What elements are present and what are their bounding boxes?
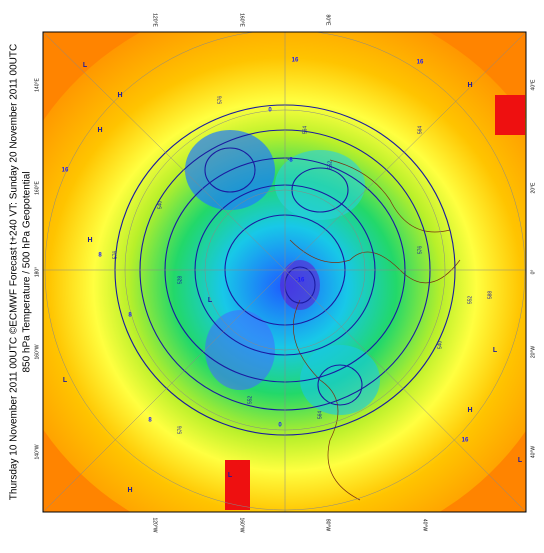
- frame-label: 160°W: [239, 517, 245, 532]
- temperature-label: 0: [278, 423, 282, 429]
- contour-label: 528: [177, 276, 183, 285]
- map-frame: [42, 31, 527, 513]
- pressure-center: L: [208, 297, 213, 304]
- frame-label: 40°W: [530, 446, 536, 459]
- pressure-center: H: [117, 92, 122, 99]
- temperature-label: -8: [287, 158, 293, 164]
- pressure-center: L: [83, 62, 88, 69]
- contour-label: 564: [302, 126, 308, 135]
- pressure-center: H: [127, 487, 132, 494]
- frame-label: 180°: [34, 267, 40, 277]
- temperature-label: 8: [128, 313, 132, 319]
- frame-label: 20°W: [530, 346, 536, 359]
- pressure-center: L: [493, 347, 498, 354]
- title-line-1: Thursday 10 November 2011 00UTC ©ECMWF F…: [9, 44, 20, 500]
- pressure-center: H: [467, 407, 472, 414]
- pressure-center: H: [97, 127, 102, 134]
- temperature-label: 16: [462, 438, 469, 444]
- frame-label: 40°W: [422, 519, 428, 532]
- pressure-center: L: [228, 472, 233, 479]
- temperature-label: 16: [417, 60, 424, 66]
- contour-label: 588: [487, 291, 493, 300]
- frame-label: 80°E: [325, 15, 331, 27]
- pressure-center: H: [87, 237, 92, 244]
- temperature-label: 0: [268, 108, 272, 114]
- pressure-center: L: [518, 457, 523, 464]
- contour-label: 552: [327, 161, 333, 170]
- frame-label: 160°W: [34, 344, 40, 359]
- pressure-center: L: [63, 377, 68, 384]
- contour-label: 540: [437, 341, 443, 350]
- temperature-label: 8: [148, 418, 152, 424]
- contour-label: 564: [317, 411, 323, 420]
- frame-label: 140°E: [34, 78, 40, 92]
- frame-label: 160°E: [239, 13, 245, 27]
- frame-label: 140°W: [34, 444, 40, 459]
- frame-label: 120°W: [152, 517, 158, 532]
- contour-label: 576: [112, 251, 118, 260]
- contour-label: 552: [247, 396, 253, 405]
- contour-label: 552: [467, 296, 473, 305]
- frame-label: 40°E: [530, 79, 536, 91]
- contour-label: 540: [157, 201, 163, 210]
- frame-label: 0°: [530, 270, 536, 275]
- temperature-label: 8: [98, 253, 102, 259]
- contour-label: 576: [417, 246, 423, 255]
- contour-label: 576: [177, 426, 183, 435]
- labels: Thursday 10 November 2011 00UTC ©ECMWF F…: [9, 13, 537, 533]
- pressure-center: H: [467, 82, 472, 89]
- frame-label: 20°E: [530, 182, 536, 194]
- temperature-label: 16: [292, 58, 299, 64]
- contour-label: 576: [217, 96, 223, 105]
- frame-label: 80°W: [325, 519, 331, 532]
- title-line-2: 850 hPa Temperature / 500 hPa Geopotenti…: [22, 171, 33, 372]
- frame-label: 160°E: [34, 181, 40, 195]
- contour-label: 564: [417, 126, 423, 135]
- temperature-label: 16: [62, 168, 69, 174]
- temperature-label: -16: [296, 278, 305, 284]
- frame-label: 120°E: [152, 13, 158, 27]
